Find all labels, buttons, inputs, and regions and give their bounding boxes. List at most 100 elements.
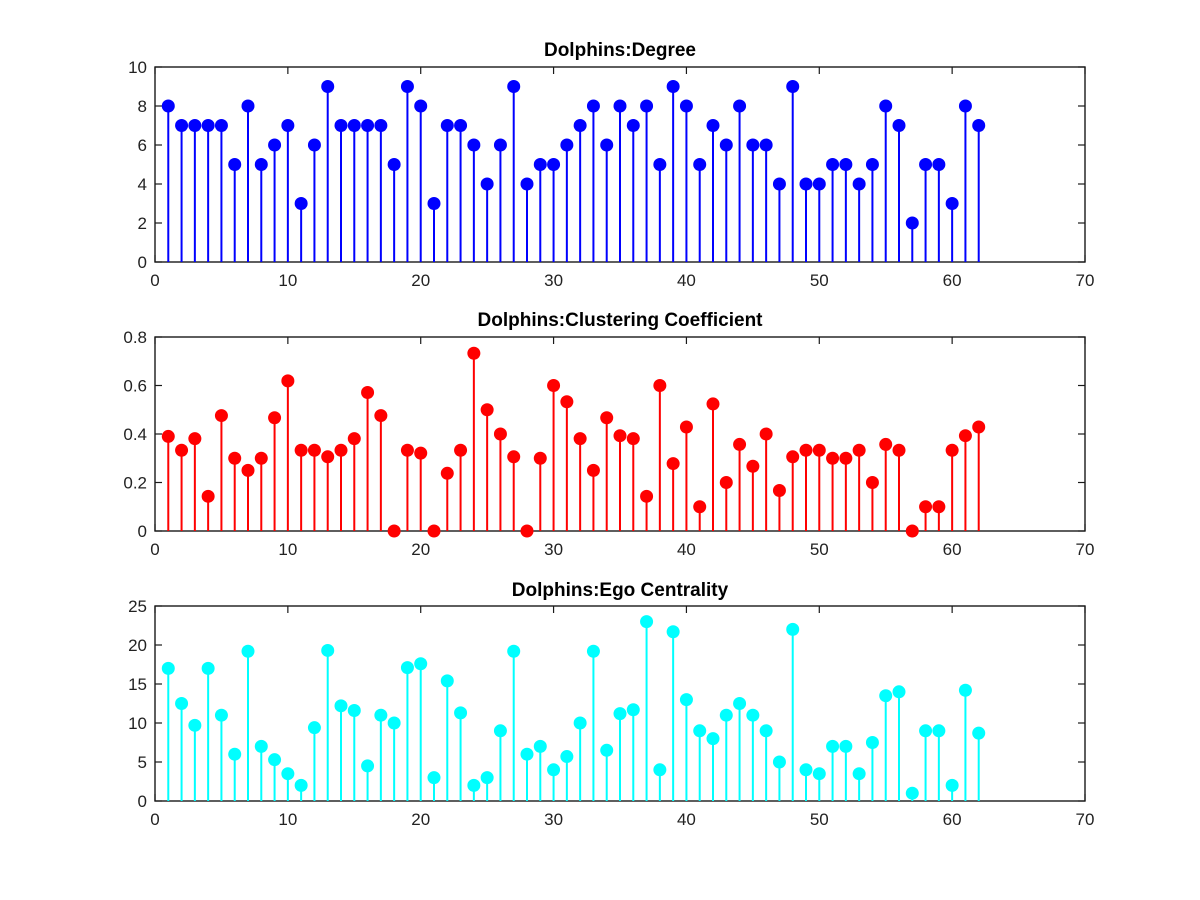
stem-marker — [307, 721, 321, 735]
y-tick-label: 0 — [138, 792, 147, 811]
stem-marker — [493, 138, 507, 152]
stem-marker — [254, 158, 268, 171]
stem-marker — [414, 446, 428, 460]
x-tick-label: 20 — [411, 540, 430, 559]
stem-marker — [852, 177, 866, 191]
stem-marker — [214, 119, 228, 132]
x-tick-label: 50 — [810, 540, 829, 559]
y-tick-label: 0.4 — [123, 425, 147, 444]
stem-marker — [493, 427, 507, 441]
stem-marker — [972, 119, 986, 132]
stem-marker — [892, 119, 906, 132]
stem-marker — [321, 80, 335, 93]
stem-marker — [839, 158, 853, 171]
stem-marker — [932, 724, 946, 738]
x-tick-label: 60 — [943, 271, 962, 290]
stem-marker — [573, 432, 587, 446]
stem-marker — [640, 99, 654, 113]
stem-marker — [454, 706, 468, 720]
stem-marker — [945, 197, 959, 210]
stem-marker — [454, 443, 468, 457]
stem-marker — [799, 443, 813, 457]
stem-marker — [945, 778, 959, 792]
y-tick-label: 5 — [138, 753, 147, 772]
stem-marker — [268, 753, 282, 767]
stem-marker — [640, 489, 654, 503]
y-tick-label: 6 — [138, 136, 147, 155]
y-tick-label: 10 — [128, 714, 147, 733]
stem-marker — [493, 724, 507, 738]
stem-marker — [507, 450, 521, 464]
stem-marker — [746, 459, 760, 473]
stem-marker — [972, 726, 986, 740]
stem-marker — [812, 177, 826, 191]
stem-marker — [427, 524, 441, 538]
stem-marker — [879, 437, 893, 451]
stem-marker — [653, 379, 667, 392]
stem-marker — [786, 80, 800, 93]
stem-marker — [826, 158, 840, 171]
stem-marker — [892, 685, 906, 699]
stem-marker — [294, 197, 308, 210]
x-tick-label: 30 — [544, 810, 563, 829]
stem-marker — [520, 524, 534, 538]
x-tick-label: 40 — [677, 540, 696, 559]
stem-marker — [400, 443, 414, 457]
x-tick-label: 50 — [810, 271, 829, 290]
x-tick-label: 40 — [677, 810, 696, 829]
stem-marker — [772, 484, 786, 498]
stem-marker — [387, 158, 401, 171]
y-tick-label: 2 — [138, 214, 147, 233]
stem-marker — [507, 80, 521, 93]
stem-marker — [772, 755, 786, 769]
stem-marker — [188, 119, 202, 132]
stem-marker — [533, 158, 547, 171]
stem-marker — [905, 786, 919, 800]
x-tick-label: 40 — [677, 271, 696, 290]
stem-marker — [321, 450, 335, 464]
x-tick-label: 60 — [943, 540, 962, 559]
clustering-coefficient-subplot: Dolphins:Clustering Coefficient 0 10 20 30 4… — [123, 310, 1094, 559]
stem-marker — [507, 644, 521, 658]
stem-marker — [573, 119, 587, 132]
stem-marker — [241, 644, 255, 658]
stem-marker — [679, 420, 693, 434]
stem-marker — [480, 177, 494, 191]
stem-marker — [175, 119, 189, 132]
stem-marker — [241, 463, 255, 477]
stem-marker — [254, 451, 268, 465]
stem-marker — [958, 99, 972, 113]
stem-marker — [839, 451, 853, 465]
stem-marker — [919, 500, 933, 514]
stem-marker — [719, 138, 733, 152]
stem-marker — [626, 119, 640, 132]
stem-marker — [467, 346, 481, 360]
x-tick-label: 60 — [943, 810, 962, 829]
stem-marker — [600, 138, 614, 152]
stem-marker — [188, 718, 202, 732]
stem-marker — [919, 724, 933, 738]
stem-marker — [414, 99, 428, 113]
stem-marker — [932, 158, 946, 171]
y-tick-label: 8 — [138, 97, 147, 116]
clustering-coefficient-plot-title: Dolphins:Clustering Coefficient — [478, 310, 764, 331]
stem-marker — [321, 643, 335, 657]
stem-marker — [228, 747, 242, 761]
stem-marker — [560, 138, 574, 152]
stem-marker — [852, 767, 866, 781]
stem-marker — [865, 736, 879, 749]
stem-marker — [640, 615, 654, 629]
x-tick-label: 20 — [411, 271, 430, 290]
x-tick-label: 10 — [278, 540, 297, 559]
stem-marker — [480, 403, 494, 417]
stem-marker — [958, 429, 972, 443]
stem-marker — [799, 763, 813, 777]
ego-centrality-plot-title: Dolphins:Ego Centrality — [512, 580, 729, 601]
stem-marker — [626, 703, 640, 717]
x-tick-label: 10 — [278, 271, 297, 290]
stem-marker — [334, 119, 348, 132]
stem-marker — [586, 644, 600, 658]
y-tick-label: 25 — [128, 597, 147, 616]
stem-marker — [161, 99, 175, 113]
